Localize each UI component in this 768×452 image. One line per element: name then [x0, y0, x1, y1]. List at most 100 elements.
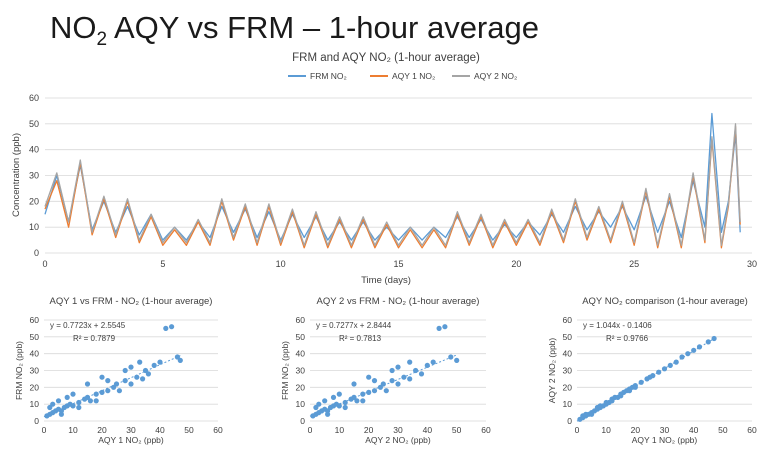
scatter-y-tick-label: 60 — [563, 315, 573, 325]
scatter-point — [430, 359, 436, 365]
scatter-point — [418, 371, 425, 377]
scatter-point — [371, 378, 378, 384]
main-series-line — [44, 123, 741, 246]
scatter-point — [609, 398, 615, 404]
scatter-x-tick-label: 40 — [155, 425, 165, 435]
scatter-point — [313, 404, 319, 411]
scatter-r-squared: R² = 0.7879 — [73, 334, 116, 343]
scatter-y-tick-label: 60 — [296, 315, 306, 325]
main-legend-label: AQY 1 NO₂ — [392, 71, 435, 81]
scatter-x-tick-label: 10 — [68, 425, 78, 435]
scatter-point — [351, 381, 357, 387]
main-x-tick-label: 30 — [747, 259, 757, 269]
scatter-x-tick-label: 60 — [213, 425, 223, 435]
scatter-equation: y = 0.7723x + 2.5545 — [50, 321, 126, 330]
scatter-point — [436, 325, 442, 331]
scatter-point — [177, 357, 183, 363]
scatter-point — [661, 366, 668, 372]
scatter-x-tick-label: 60 — [481, 425, 491, 435]
scatter-point — [389, 378, 395, 384]
scatter-point — [113, 381, 120, 387]
scatter-point — [137, 359, 143, 365]
scatter-trendline — [43, 355, 181, 418]
scatter-y-tick-label: 10 — [296, 399, 306, 409]
scatter-point — [395, 381, 401, 387]
scatter-point — [442, 324, 448, 330]
main-x-tick-label: 10 — [276, 259, 286, 269]
scatter-point — [174, 354, 180, 360]
scatter-x-tick-label: 50 — [184, 425, 194, 435]
main-y-tick-label: 10 — [29, 222, 39, 232]
scatter-trendline — [576, 338, 715, 422]
scatter-x-tick-label: 30 — [126, 425, 136, 435]
scatter-x-tick-label: 20 — [364, 425, 374, 435]
main-y-tick-label: 30 — [29, 171, 39, 181]
scatter-y-tick-label: 0 — [300, 416, 305, 426]
scatter-point — [99, 389, 105, 395]
scatter-point — [64, 394, 70, 400]
scatter-point — [145, 371, 151, 377]
scatter-x-tick-label: 0 — [42, 425, 47, 435]
scatter-y-tick-label: 60 — [30, 315, 40, 325]
scatter-point — [140, 376, 146, 382]
scatter-point — [93, 391, 99, 397]
scatter-point — [128, 364, 134, 370]
scatter-x-tick-label: 30 — [393, 425, 403, 435]
scatter-y-tick-label: 10 — [30, 399, 40, 409]
main-x-tick-label: 15 — [393, 259, 403, 269]
scatter-point — [354, 398, 360, 404]
scatter-x-tick-label: 60 — [747, 425, 757, 435]
scatter-y-tick-label: 50 — [30, 332, 40, 342]
slide-title: NO2 AQY vs FRM – 1-hour average — [50, 10, 539, 50]
scatter-y-tick-label: 50 — [563, 332, 573, 342]
scatter-y-tick-label: 40 — [563, 349, 573, 359]
scatter-point — [87, 398, 93, 404]
scatter-x-tick-label: 40 — [689, 425, 699, 435]
scatter-point — [454, 357, 460, 363]
scatter-x-tick-label: 20 — [631, 425, 641, 435]
scatter-title: AQY 1 vs FRM - NO₂ (1-hour average) — [50, 296, 213, 307]
scatter-point — [626, 388, 633, 394]
scatter-point — [407, 359, 413, 365]
scatter-point — [360, 398, 366, 404]
scatter-point — [330, 394, 337, 400]
main-y-axis-label: Concentration (ppb) — [11, 133, 22, 217]
scatter-point — [580, 413, 586, 419]
scatter-point — [93, 398, 99, 404]
scatter-y-tick-label: 40 — [296, 349, 306, 359]
main-chart-title: FRM and AQY NO₂ (1-hour average) — [292, 52, 480, 64]
scatter-point — [603, 399, 609, 406]
scatter-y-axis-label: FRM NO₂ (ppb) — [280, 341, 290, 400]
scatter-point — [76, 399, 82, 406]
scatter-equation: y = 0.7277x + 2.8444 — [316, 321, 392, 330]
scatter-r-squared: R² = 0.7813 — [339, 334, 382, 343]
scatter-y-tick-label: 30 — [563, 366, 573, 376]
scatter-x-tick-label: 0 — [575, 425, 580, 435]
scatter-equation: y = 1.044x - 0.1406 — [583, 321, 652, 330]
scatter-point — [58, 411, 64, 417]
scatter-point — [413, 367, 419, 374]
scatter-point — [342, 404, 348, 411]
scatter-point — [325, 411, 331, 417]
scatter-x-tick-label: 10 — [601, 425, 611, 435]
scatter-point — [383, 388, 389, 394]
scatter-y-axis-label: FRM NO₂ (ppb) — [14, 341, 24, 400]
scatter-y-tick-label: 50 — [296, 332, 306, 342]
scatter-title: AQY NO₂ comparison (1-hour average) — [582, 296, 748, 307]
scatter-point — [151, 362, 157, 368]
main-y-tick-label: 20 — [29, 196, 39, 206]
scatter-point — [70, 391, 76, 397]
scatter-point — [711, 335, 717, 342]
main-legend-label: AQY 2 NO₂ — [474, 71, 517, 81]
scatter-point — [157, 359, 163, 365]
main-y-tick-label: 0 — [34, 248, 39, 258]
scatter-point — [424, 362, 430, 368]
main-x-tick-label: 20 — [511, 259, 521, 269]
scatter-point — [70, 403, 76, 409]
main-x-tick-label: 5 — [160, 259, 165, 269]
scatter-x-axis-label: AQY 1 NO₂ (ppb) — [98, 435, 164, 445]
scatter-x-tick-label: 50 — [718, 425, 728, 435]
scatter-point — [366, 374, 372, 380]
main-y-tick-label: 50 — [29, 119, 39, 129]
scatter-point — [76, 404, 82, 411]
